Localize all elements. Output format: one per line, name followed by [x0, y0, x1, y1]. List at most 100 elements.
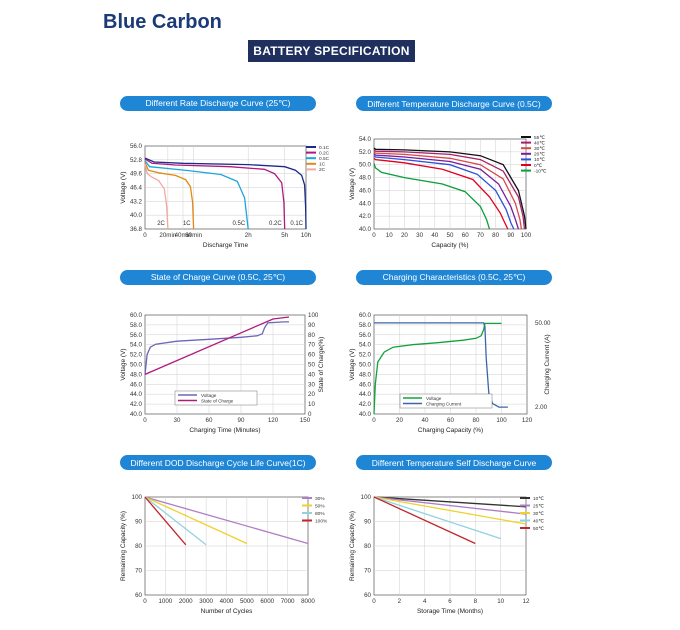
- dod-x-tick-label: 0: [143, 598, 147, 605]
- temp-y-tick-label: 48.0: [359, 175, 372, 182]
- rate-y-tick-label: 56.0: [130, 143, 143, 150]
- self-legend-label-4: 50℃: [533, 526, 544, 532]
- rate-y-tick-label: 52.8: [130, 157, 143, 164]
- rate-y-tick-label: 43.2: [130, 198, 143, 205]
- temp-series-line-0: [373, 147, 527, 230]
- temp-series-line-5: [373, 157, 509, 230]
- rate-curve-label-4: 2C: [157, 221, 165, 227]
- charging-y2-axis-label: Charging Current (A): [544, 334, 551, 394]
- self-x-axis-label: Storage Time (Months): [417, 608, 483, 615]
- self-y-tick-label: 90: [364, 519, 371, 526]
- temp-x-tick-label: 100: [521, 232, 532, 239]
- rate-curve-label-3: 1C: [183, 221, 191, 227]
- soc-x-tick-label: 150: [300, 417, 311, 424]
- dod-y-tick-label: 60: [135, 592, 142, 599]
- rate-curve-label-1: 0.2C: [269, 221, 282, 227]
- self-series-line-1: [373, 496, 527, 515]
- temp-legend-label-2: 30℃: [534, 146, 545, 152]
- soc-y-tick-label: 52.0: [130, 352, 143, 359]
- temp-y-tick-label: 40.0: [359, 226, 372, 233]
- temp-y-tick-label: 50.0: [359, 162, 372, 169]
- soc-y2-tick-label: 100: [308, 312, 319, 319]
- dod-x-tick-label: 3000: [199, 598, 213, 605]
- charging-series-line-0: [373, 322, 502, 415]
- charging-y-tick-label: 52.0: [359, 352, 372, 359]
- rate-x-tick-label: 10h: [301, 232, 312, 239]
- dod-y-tick-label: 100: [132, 494, 143, 501]
- rate-legend-label-2: 0.5C: [319, 156, 330, 162]
- soc-y2-tick-label: 30: [308, 381, 315, 388]
- soc-y2-tick-label: 10: [308, 401, 315, 408]
- self-y-tick-label: 70: [364, 568, 371, 575]
- temp-x-tick-label: 20: [401, 232, 408, 239]
- title-rate: Different Rate Discharge Curve (25℃): [120, 96, 316, 111]
- soc-y2-tick-label: 70: [308, 342, 315, 349]
- charging-series-line-1: [374, 322, 508, 408]
- temp-x-tick-label: 50: [447, 232, 454, 239]
- title-temp: Different Temperature Discharge Curve (0…: [356, 96, 552, 111]
- soc-y2-tick-label: 80: [308, 332, 315, 339]
- temp-x-tick-label: 40: [431, 232, 438, 239]
- rate-curve-label-2: 0.5C: [233, 221, 246, 227]
- rate-y-tick-label: 36.8: [130, 226, 143, 233]
- dod-y-tick-label: 90: [135, 519, 142, 526]
- soc-legend-label-1: State of Charge: [201, 398, 234, 403]
- soc-y2-tick-label: 50: [308, 362, 315, 369]
- soc-legend-label-0: Voltage: [201, 393, 217, 398]
- self-series-line-3: [373, 496, 501, 540]
- soc-y-tick-label: 54.0: [130, 342, 143, 349]
- soc-y-tick-label: 58.0: [130, 322, 143, 329]
- dod-y-tick-label: 70: [135, 568, 142, 575]
- soc-y-tick-label: 42.0: [130, 401, 143, 408]
- charging-y-tick-label: 60.0: [359, 312, 372, 319]
- charging-y-tick-label: 40.0: [359, 411, 372, 418]
- soc-y-tick-label: 56.0: [130, 332, 143, 339]
- charging-x-tick-label: 100: [496, 417, 507, 424]
- self-x-tick-label: 4: [423, 598, 427, 605]
- soc-y-tick-label: 60.0: [130, 312, 143, 319]
- dod-x-tick-label: 1000: [158, 598, 172, 605]
- self-legend-label-2: 30℃: [533, 511, 544, 517]
- temp-series-line-2: [373, 151, 523, 230]
- charging-y2-tick-label: 2.00: [535, 404, 548, 411]
- self-y-tick-label: 80: [364, 543, 371, 550]
- charging-x-tick-label: 120: [522, 417, 533, 424]
- dod-legend-label-1: 50%: [315, 503, 325, 509]
- self-y-tick-label: 60: [364, 592, 371, 599]
- charging-legend-label-1: Charging Current: [426, 401, 462, 406]
- title-self: Different Temperature Self Discharge Cur…: [356, 455, 552, 470]
- rate-y-tick-label: 40.0: [130, 212, 143, 219]
- charging-y2-tick-label: 50.00: [535, 320, 551, 327]
- rate-legend-label-4: 2C: [319, 167, 326, 173]
- temp-x-tick-label: 90: [507, 232, 514, 239]
- rate-x-tick-label: 40min: [175, 232, 192, 239]
- rate-x-tick-label: 20min: [159, 232, 176, 239]
- charging-y-tick-label: 44.0: [359, 391, 372, 398]
- temp-series-line-3: [373, 153, 520, 230]
- title-charging: Charging Characteristics (0.5C, 25℃): [356, 270, 552, 285]
- temp-legend-label-5: 0℃: [534, 163, 543, 169]
- temp-legend-label-1: 40℃: [534, 140, 545, 146]
- spec-banner: BATTERY SPECIFICATION: [248, 40, 415, 62]
- rate-x-tick-label: 0: [143, 232, 147, 239]
- soc-y-tick-label: 44.0: [130, 391, 143, 398]
- rate-y-tick-label: 46.4: [130, 185, 143, 192]
- temp-y-axis-label: Voltage (V): [349, 168, 356, 200]
- self-y-axis-label: Remaining Capacity (%): [349, 511, 356, 581]
- self-x-tick-label: 0: [372, 598, 376, 605]
- dod-legend-label-2: 80%: [315, 511, 325, 517]
- charging-y-tick-label: 46.0: [359, 381, 372, 388]
- dod-series-line-1: [144, 496, 248, 545]
- temp-legend-label-6: -10℃: [534, 168, 547, 174]
- dod-series-line-0: [144, 496, 309, 545]
- self-legend-label-1: 25℃: [533, 503, 544, 509]
- temp-y-tick-label: 54.0: [359, 136, 372, 143]
- soc-x-tick-label: 60: [206, 417, 213, 424]
- temp-legend-label-0: 55℃: [534, 135, 545, 141]
- self-series-line-4: [373, 496, 476, 545]
- soc-y-tick-label: 50.0: [130, 362, 143, 369]
- charging-y-tick-label: 54.0: [359, 342, 372, 349]
- dod-legend-label-3: 100%: [315, 518, 328, 524]
- rate-x-tick-label: 60min: [185, 232, 202, 239]
- soc-y2-tick-label: 90: [308, 322, 315, 329]
